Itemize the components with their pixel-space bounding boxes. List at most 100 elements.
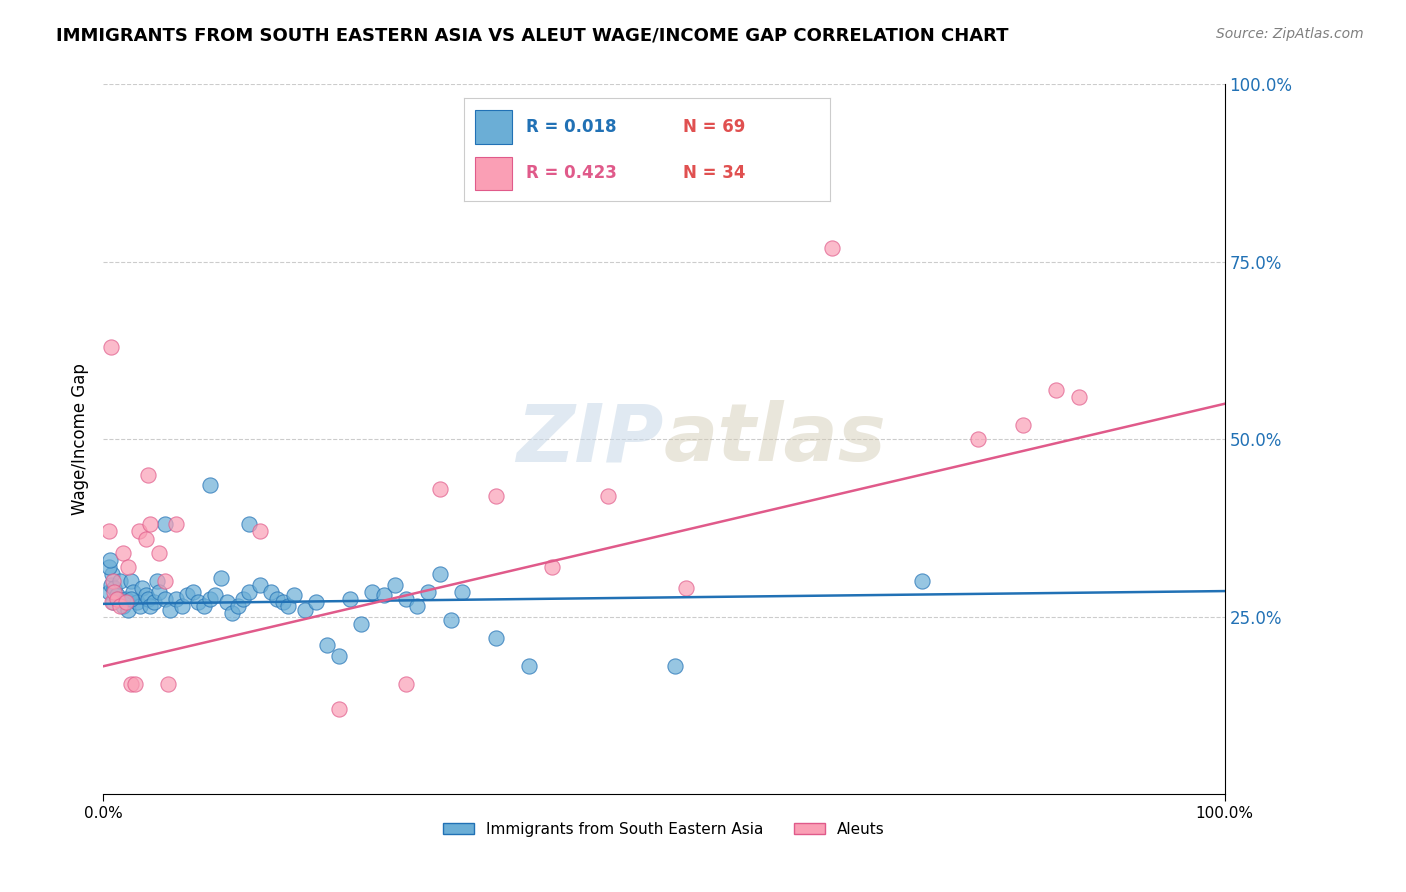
Point [361,584,384,599]
Point [429,482,451,496]
Point [146,574,169,589]
Point [373,588,395,602]
Point [105,591,128,606]
Point [112,599,135,613]
Point [135,588,157,602]
Text: N = 34: N = 34 [683,164,745,182]
Point [139,599,162,613]
Point [136,591,159,606]
Point [198,478,221,492]
Text: IMMIGRANTS FROM SOUTH EASTERN ASIA VS ALEUT WAGE/INCOME GAP CORRELATION CHART: IMMIGRANTS FROM SOUTH EASTERN ASIA VS AL… [56,27,1008,45]
Point [100,577,122,591]
Point [122,584,145,599]
Text: Source: ZipAtlas.com: Source: ZipAtlas.com [1216,27,1364,41]
Point [153,517,176,532]
Point [114,591,136,606]
Point [249,524,271,539]
Point [238,584,260,599]
Point [101,595,124,609]
Point [120,591,142,606]
Point [731,169,754,184]
Point [135,532,157,546]
Point [108,574,131,589]
Point [1045,383,1067,397]
Point [148,546,170,560]
Point [266,591,288,606]
Point [142,595,165,609]
FancyBboxPatch shape [475,111,512,145]
Point [103,595,125,609]
Point [108,599,131,613]
Point [395,591,418,606]
Point [911,574,934,589]
Point [283,588,305,602]
Point [418,584,440,599]
Point [165,517,187,532]
Point [540,560,562,574]
Point [221,606,243,620]
Point [209,571,232,585]
Y-axis label: Wage/Income Gap: Wage/Income Gap [72,363,89,516]
Point [350,616,373,631]
Point [316,638,339,652]
Point [517,659,540,673]
Point [103,584,125,599]
Point [105,588,128,602]
Point [328,648,350,663]
Point [187,595,209,609]
Point [98,553,121,567]
Point [103,581,125,595]
Point [176,588,198,602]
Point [193,599,215,613]
Text: N = 69: N = 69 [683,118,745,136]
Point [305,595,328,609]
Point [165,591,187,606]
Point [124,677,146,691]
Point [114,595,136,609]
Point [125,595,148,609]
Point [260,584,283,599]
Point [139,517,162,532]
Point [120,677,142,691]
Point [103,574,125,589]
Point [596,489,619,503]
FancyBboxPatch shape [475,157,512,190]
Point [181,584,204,599]
Point [967,432,990,446]
Point [112,546,135,560]
Text: ZIP: ZIP [516,401,664,478]
Point [664,659,686,673]
Point [406,599,429,613]
Point [157,677,180,691]
Point [131,581,153,595]
Point [198,591,221,606]
Point [215,595,238,609]
Text: R = 0.018: R = 0.018 [526,118,617,136]
Legend: Immigrants from South Eastern Asia, Aleuts: Immigrants from South Eastern Asia, Aleu… [437,816,890,843]
Point [101,567,124,582]
Point [395,677,418,691]
Point [440,613,463,627]
Point [339,591,361,606]
Point [485,631,508,645]
Point [107,591,129,606]
Point [97,524,120,539]
Point [117,560,139,574]
Point [451,584,474,599]
Point [97,584,120,599]
Point [204,588,226,602]
Text: R = 0.423: R = 0.423 [526,164,617,182]
Point [271,595,294,609]
Point [1011,417,1033,432]
Point [675,581,697,595]
Point [429,567,451,582]
Point [277,599,299,613]
Point [148,584,170,599]
Point [384,577,406,591]
Point [238,517,260,532]
Point [249,577,271,591]
Point [821,241,844,255]
Point [153,574,176,589]
Point [128,524,150,539]
Point [328,702,350,716]
